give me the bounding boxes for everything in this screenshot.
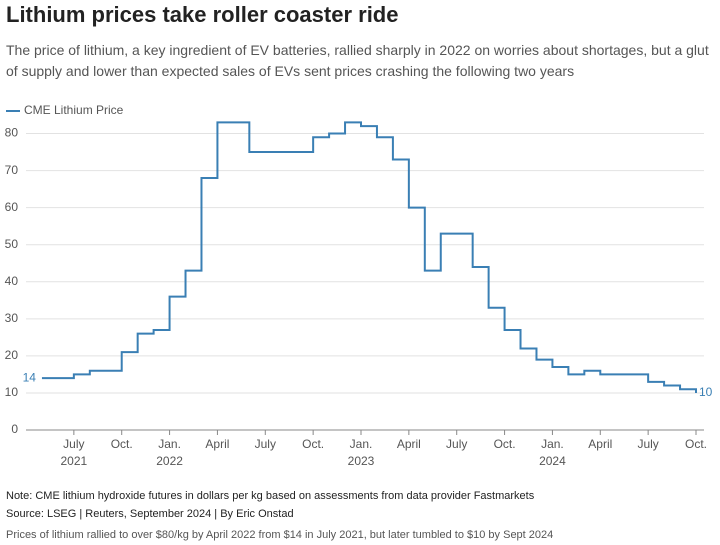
chart-title: Lithium prices take roller coaster ride [6,2,399,27]
x-year-label: 2024 [539,454,566,468]
x-tick-label: Oct. [111,437,133,451]
x-tick-label: April [205,437,229,451]
y-tick-label: 40 [5,274,19,288]
note: Note: CME lithium hydroxide futures in d… [6,490,535,502]
x-tick-label: Jan. [541,437,564,451]
start-label: 14 [23,370,37,384]
caption: Prices of lithium rallied to over $80/kg… [6,529,554,541]
end-label: 10 [699,385,713,399]
source: Source: LSEG | Reuters, September 2024 |… [6,508,294,520]
x-year-label: 2021 [61,454,88,468]
x-year-label: 2023 [348,454,375,468]
x-tick-label: Oct. [494,437,516,451]
price-line [41,121,697,393]
x-year-label: 2022 [156,454,183,468]
x-tick-label: July [637,437,658,451]
x-tick-label: April [588,437,612,451]
y-tick-label: 50 [5,237,19,251]
x-tick-label: July [446,437,467,451]
x-tick-label: April [397,437,421,451]
y-tick-label: 70 [5,163,19,177]
y-tick-label: 60 [5,200,19,214]
legend-label: CME Lithium Price [24,103,124,117]
y-tick-label: 80 [5,126,19,140]
y-tick-label: 30 [5,311,19,325]
x-tick-label: Jan. [350,437,373,451]
y-tick-label: 0 [11,422,18,436]
y-tick-label: 20 [5,348,19,362]
y-tick-label: 10 [5,385,19,399]
chart: CME Lithium Price 0 10 20 30 40 50 60 70 80 July Oc… [5,103,713,468]
x-tick-label: Oct. [302,437,324,451]
x-tick-label: Oct. [685,437,707,451]
x-tick-label: July [255,437,276,451]
x-tick-label: Jan. [158,437,181,451]
chart-subtitle: The price of lithium, a key ingredient o… [6,42,709,79]
x-tick-label: July [63,437,84,451]
